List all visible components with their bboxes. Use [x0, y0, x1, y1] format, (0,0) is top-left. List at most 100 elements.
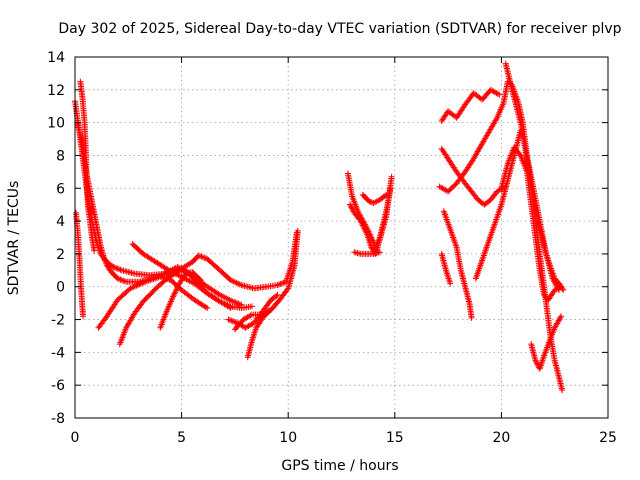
y-tick-label: 2 — [56, 247, 65, 263]
data-point — [127, 285, 134, 292]
data-point — [139, 280, 146, 287]
data-point — [170, 293, 177, 300]
data-point — [557, 314, 564, 321]
data-point — [532, 357, 539, 364]
data-point — [229, 298, 236, 305]
data-point — [232, 299, 239, 306]
y-tick-label: -2 — [51, 313, 65, 329]
series-arc-d — [73, 209, 87, 320]
data-point — [110, 264, 117, 271]
data-point — [277, 280, 284, 287]
data-point — [349, 207, 356, 214]
series-arc-j — [225, 291, 281, 331]
y-tick-label: 14 — [47, 50, 65, 66]
data-point — [274, 291, 281, 298]
y-tick-label: 4 — [56, 214, 65, 230]
data-point — [137, 280, 144, 287]
data-point — [201, 254, 208, 261]
data-point — [494, 90, 501, 97]
data-point — [360, 223, 367, 230]
x-tick-label: 15 — [386, 430, 404, 446]
data-point — [273, 292, 280, 299]
data-point — [134, 282, 141, 289]
data-point — [171, 290, 178, 297]
data-point — [533, 358, 540, 365]
data-point — [80, 313, 87, 320]
x-tick-label: 20 — [492, 430, 510, 446]
data-point — [376, 249, 383, 256]
data-point — [264, 309, 271, 316]
data-point — [113, 265, 120, 272]
data-point — [349, 205, 356, 212]
y-tick-label: 0 — [56, 280, 65, 296]
series-arc-c — [77, 78, 98, 254]
data-point — [280, 279, 287, 286]
data-point — [131, 283, 138, 290]
data-point — [358, 219, 365, 226]
data-point — [275, 281, 282, 288]
data-point — [361, 226, 368, 233]
plot-frame — [74, 56, 609, 419]
data-point — [447, 280, 454, 287]
data-point — [114, 265, 121, 272]
data-point — [227, 305, 234, 312]
x-tick-label: 0 — [71, 430, 80, 446]
data-point — [284, 286, 291, 293]
data-point — [215, 291, 222, 298]
data-point — [198, 253, 205, 260]
data-point — [173, 286, 180, 293]
x-axis-label: GPS time / hours — [281, 458, 398, 474]
data-points — [72, 60, 567, 394]
series-arc-s — [440, 208, 475, 321]
data-point — [347, 203, 354, 210]
data-point — [533, 360, 540, 367]
data-point — [116, 276, 123, 283]
data-point — [175, 283, 182, 290]
data-point — [197, 277, 204, 284]
y-tick-label: 6 — [56, 181, 65, 197]
data-point — [266, 308, 273, 315]
y-tick-label: 10 — [47, 116, 65, 132]
data-point — [114, 275, 121, 282]
data-point — [366, 198, 373, 205]
data-point — [235, 300, 242, 307]
data-point — [121, 278, 128, 285]
y-tick-label: -4 — [51, 345, 65, 361]
data-point — [91, 247, 98, 254]
data-point — [202, 304, 209, 311]
x-tick-label: 5 — [177, 430, 186, 446]
data-point — [232, 319, 239, 326]
data-point — [229, 318, 236, 325]
data-point — [362, 228, 369, 235]
data-point — [247, 312, 254, 319]
data-point — [174, 284, 181, 291]
series-arc-w — [498, 144, 565, 303]
data-point — [164, 266, 171, 273]
y-tick-label: -8 — [51, 411, 65, 427]
data-point — [274, 282, 281, 289]
data-point — [234, 300, 241, 307]
data-point — [248, 303, 255, 310]
data-point — [117, 266, 124, 273]
data-point — [493, 116, 500, 123]
data-point — [348, 204, 355, 211]
series-arc-m — [347, 173, 395, 257]
data-point — [225, 316, 232, 323]
y-tick-label: 8 — [56, 148, 65, 164]
data-point — [197, 253, 204, 260]
data-point — [174, 264, 181, 271]
chart-title: Day 302 of 2025, Sidereal Day-to-day VTE… — [58, 21, 621, 37]
data-point — [130, 284, 137, 291]
data-point — [116, 266, 123, 273]
data-point — [278, 280, 285, 287]
data-point — [111, 264, 118, 271]
data-point — [133, 282, 140, 289]
data-point — [347, 201, 354, 208]
data-point — [558, 313, 565, 320]
data-point — [388, 173, 395, 180]
data-point — [294, 227, 301, 234]
y-axis-label: SDTVAR / TECUs — [6, 181, 22, 296]
series-arc-x — [528, 313, 565, 372]
x-tick-label: 25 — [599, 430, 617, 446]
